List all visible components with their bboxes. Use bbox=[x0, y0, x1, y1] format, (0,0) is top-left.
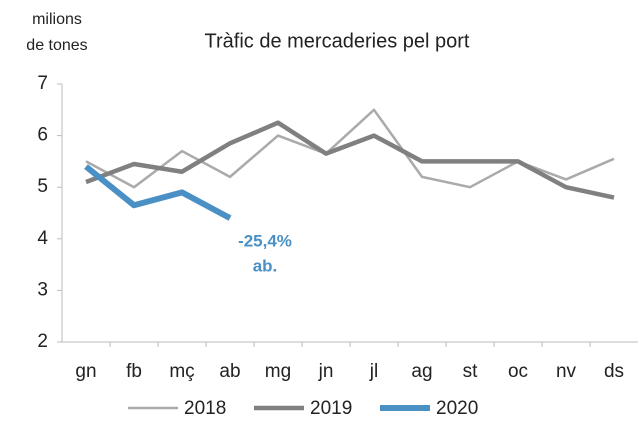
y-tick-label: 7 bbox=[37, 73, 48, 94]
x-tick-label: st bbox=[463, 361, 479, 382]
series-line bbox=[84, 164, 232, 221]
x-tick-label: oc bbox=[508, 361, 528, 382]
annotation: -25,4% bbox=[238, 231, 292, 250]
y-tick-label: 2 bbox=[37, 331, 48, 352]
x-tick-label: gn bbox=[75, 361, 96, 382]
x-tick-label: jn bbox=[318, 361, 334, 382]
x-tick-label: nv bbox=[556, 361, 577, 382]
y-tick-label: 6 bbox=[37, 125, 48, 146]
x-tick-label: jl bbox=[369, 361, 378, 382]
y-tick-label: 3 bbox=[37, 279, 48, 300]
y-tick-label: 5 bbox=[37, 176, 48, 197]
x-tick-label: ds bbox=[604, 361, 624, 382]
y-axis-label: milions bbox=[32, 11, 82, 28]
series-line bbox=[85, 108, 615, 189]
x-tick-label: ab bbox=[219, 361, 240, 382]
x-tick-label: mg bbox=[265, 361, 291, 382]
x-tick-label: fb bbox=[126, 361, 142, 382]
legend-label: 2020 bbox=[436, 398, 478, 419]
x-tick-label: mç bbox=[169, 361, 194, 382]
y-axis-label: de tones bbox=[26, 37, 87, 54]
annotation: ab. bbox=[253, 256, 278, 275]
legend-label: 2019 bbox=[310, 398, 352, 419]
chart-title: Tràfic de mercaderies pel port bbox=[205, 30, 470, 52]
legend-label: 2018 bbox=[184, 398, 226, 419]
series-line bbox=[85, 120, 615, 200]
x-tick-label: ag bbox=[411, 361, 432, 382]
y-tick-label: 4 bbox=[37, 228, 48, 249]
